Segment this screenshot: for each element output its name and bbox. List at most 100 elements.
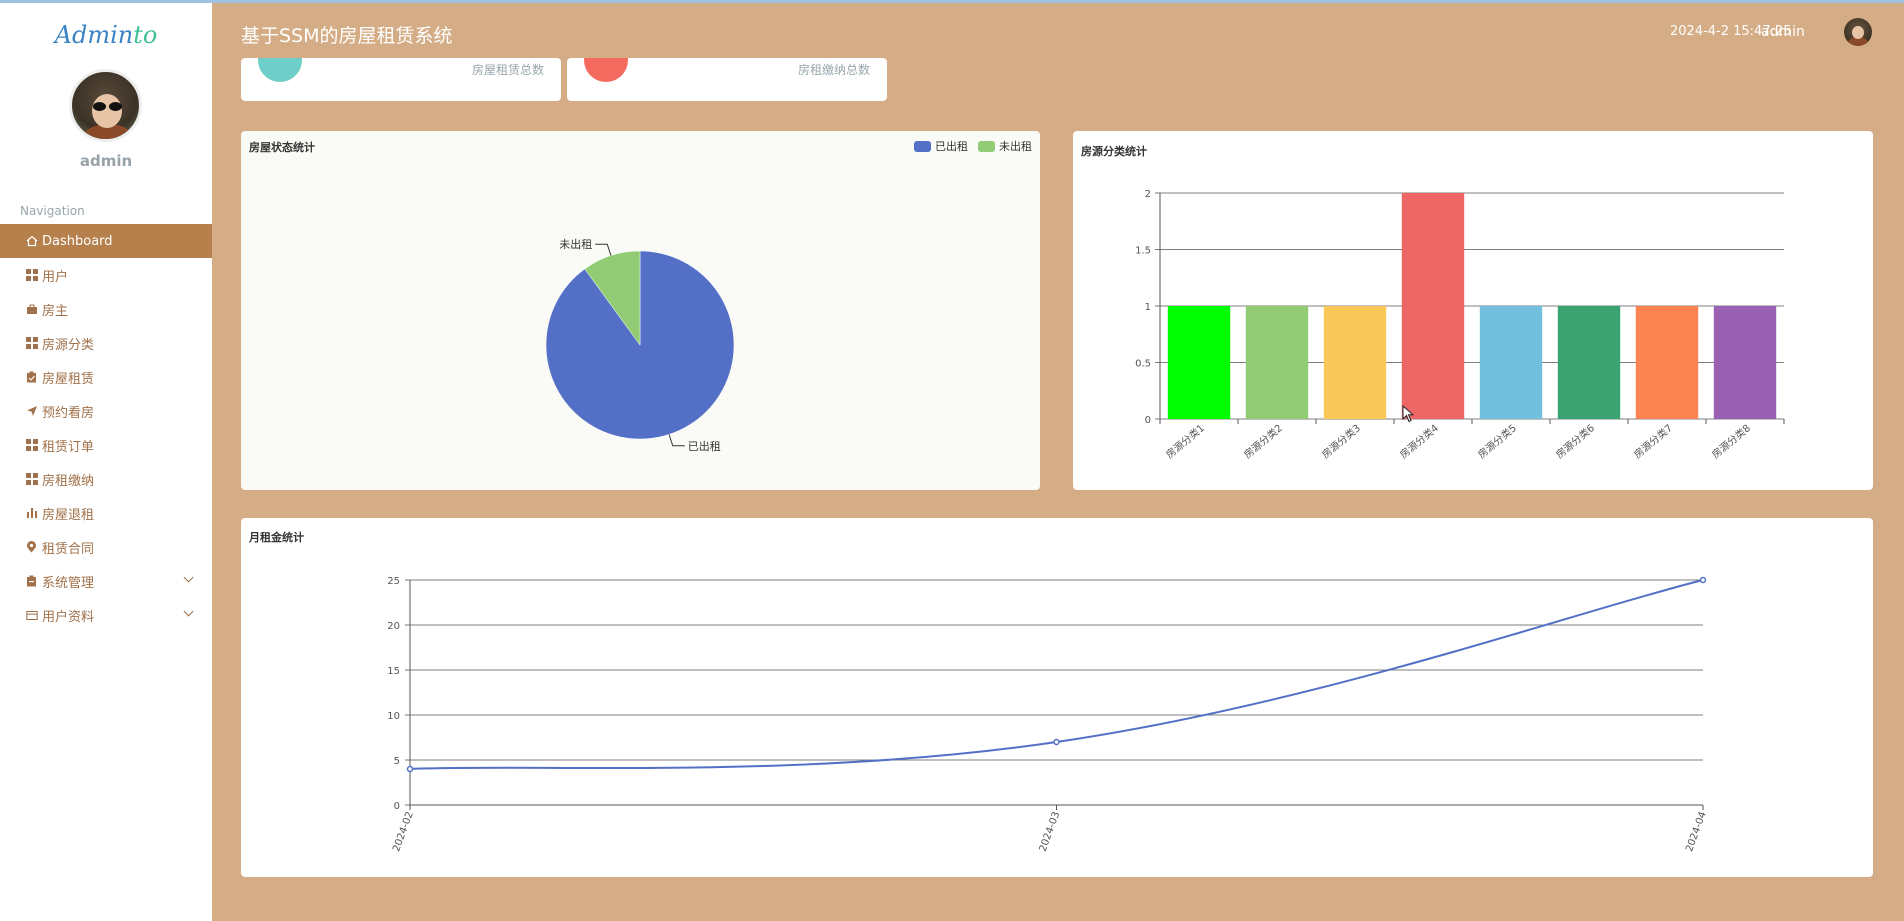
sidebar-item-users[interactable]: 用户 bbox=[0, 258, 212, 292]
home-icon bbox=[25, 235, 38, 248]
sidebar-item-lease-contract[interactable]: 租赁合同 bbox=[0, 530, 212, 564]
sidebar-username[interactable]: admin bbox=[79, 152, 133, 170]
stat-icon-payment bbox=[584, 58, 628, 82]
bar bbox=[1713, 306, 1777, 419]
card-icon bbox=[25, 609, 38, 622]
sidebar-item-house-rental[interactable]: 房屋租赁 bbox=[0, 360, 212, 394]
sidebar-item-label: 系统管理 bbox=[42, 575, 95, 591]
x-tick-label: 房源分类1 bbox=[1163, 421, 1207, 461]
logo-text: Admin bbox=[54, 21, 134, 49]
grid-icon bbox=[25, 269, 38, 282]
x-tick-label: 房源分类6 bbox=[1553, 421, 1597, 461]
x-tick-label: 房源分类5 bbox=[1475, 421, 1519, 461]
sidebar-item-label: 房屋退租 bbox=[42, 507, 95, 523]
nav-section-title: Navigation bbox=[20, 204, 85, 218]
y-tick-label: 25 bbox=[387, 576, 400, 587]
chevron-down-icon[interactable] bbox=[183, 606, 194, 617]
stat-card-payment-total: 房租缴纳总数 bbox=[567, 58, 887, 101]
y-tick-label: 20 bbox=[387, 621, 400, 632]
grid-icon bbox=[25, 439, 38, 452]
sidebar-item-dashboard[interactable]: Dashboard bbox=[0, 224, 212, 258]
sidebar-item-system-management[interactable]: 系统管理 bbox=[0, 564, 212, 598]
pie-chart-card: 房屋状态统计 已出租 未出租 已出租 未出租 bbox=[241, 131, 1040, 490]
sidebar-item-move-out[interactable]: 房屋退租 bbox=[0, 496, 212, 530]
pie-label: 未出租 bbox=[559, 237, 592, 251]
pie-label-line bbox=[668, 434, 685, 447]
chart-title: 月租金统计 bbox=[249, 531, 304, 544]
sidebar-item-label: Dashboard bbox=[42, 233, 113, 249]
sidebar-item-property-category[interactable]: 房源分类 bbox=[0, 326, 212, 360]
send-icon bbox=[25, 405, 38, 418]
y-tick-label: 0.5 bbox=[1135, 359, 1151, 370]
briefcase-icon bbox=[25, 303, 38, 316]
x-tick-label: 房源分类3 bbox=[1319, 421, 1363, 461]
x-tick-label: 2024-04 bbox=[1684, 810, 1709, 853]
sidebar-item-label: 房屋租赁 bbox=[42, 371, 95, 387]
y-tick-label: 0 bbox=[1145, 415, 1151, 426]
page-title: 基于SSM的房屋租赁系统 bbox=[241, 25, 453, 47]
sidebar-item-landlord[interactable]: 房主 bbox=[0, 292, 212, 326]
x-tick-label: 2024-03 bbox=[1038, 810, 1063, 853]
y-tick-label: 10 bbox=[387, 711, 400, 722]
data-point bbox=[1699, 576, 1707, 584]
pie-chart: 已出租 未出租 bbox=[545, 237, 735, 453]
legend-item[interactable]: 未出租 bbox=[978, 138, 1032, 154]
y-tick-label: 0 bbox=[394, 801, 400, 812]
chart-title: 房屋状态统计 bbox=[249, 141, 315, 154]
y-tick-label: 2 bbox=[1145, 189, 1151, 200]
header-datetime: 2024-4-2 15:47:25 bbox=[1670, 24, 1792, 39]
data-point bbox=[1053, 738, 1060, 746]
pie-label: 已出租 bbox=[688, 439, 721, 453]
map-pin-icon bbox=[25, 541, 38, 554]
chart-title: 房源分类统计 bbox=[1081, 145, 1147, 158]
sidebar-item-viewing-appointment[interactable]: 预约看房 bbox=[0, 394, 212, 428]
app-logo[interactable]: Adminto bbox=[0, 21, 212, 49]
sidebar-item-rent-payment[interactable]: 房租缴纳 bbox=[0, 462, 212, 496]
logo-text-accent: to bbox=[133, 21, 158, 49]
chevron-down-icon[interactable] bbox=[183, 572, 194, 583]
bar bbox=[1167, 306, 1231, 419]
sidebar-item-label: 房主 bbox=[42, 303, 69, 319]
sidebar-item-label: 用户 bbox=[42, 269, 69, 285]
stat-icon-rental bbox=[258, 58, 302, 82]
legend-swatch bbox=[914, 140, 931, 152]
y-tick-label: 15 bbox=[387, 666, 400, 677]
x-tick-label: 2024-02 bbox=[391, 810, 416, 853]
mouse-cursor-icon bbox=[1402, 405, 1414, 423]
sidebar-item-label: 房租缴纳 bbox=[42, 473, 95, 489]
bar bbox=[1479, 306, 1543, 419]
x-tick-label: 房源分类4 bbox=[1397, 421, 1441, 461]
sidebar-item-label: 房源分类 bbox=[42, 337, 95, 353]
header-username[interactable]: admin bbox=[1761, 24, 1805, 40]
avatar[interactable] bbox=[69, 69, 142, 142]
bar bbox=[1245, 306, 1309, 419]
clipboard-icon bbox=[25, 575, 38, 588]
bar bbox=[1323, 306, 1387, 419]
sidebar-item-user-profile[interactable]: 用户资料 bbox=[0, 598, 212, 632]
stat-card-rental-total: 房屋租赁总数 bbox=[241, 58, 561, 101]
data-point bbox=[406, 765, 414, 773]
stat-label: 房租缴纳总数 bbox=[797, 63, 870, 77]
header-avatar[interactable] bbox=[1844, 18, 1872, 46]
line-chart: 0 5 10 15 20 25 2024-02 2024-03 2024-04 bbox=[387, 576, 1709, 853]
bar-chart: 0 0.5 1 1.5 2 房源分类1 房源分类2 房源分类3 房源分类4 房源分类5 房源分类6 房… bbox=[1135, 189, 1785, 461]
sidebar-item-label: 用户资料 bbox=[42, 609, 95, 625]
sidebar-item-label: 预约看房 bbox=[42, 405, 95, 421]
sidebar-item-rental-orders[interactable]: 租赁订单 bbox=[0, 428, 212, 462]
sidebar-item-label: 租赁订单 bbox=[42, 439, 95, 455]
clipboard-icon bbox=[25, 371, 38, 384]
legend-item[interactable]: 已出租 bbox=[914, 138, 968, 154]
bar bbox=[1401, 193, 1465, 419]
top-border bbox=[0, 0, 1904, 3]
legend-label: 已出租 bbox=[935, 140, 968, 153]
sidebar-item-label: 租赁合同 bbox=[42, 541, 95, 557]
stat-label: 房屋租赁总数 bbox=[471, 63, 544, 77]
grid-icon bbox=[25, 337, 38, 350]
y-tick-label: 5 bbox=[394, 756, 400, 767]
legend-label: 未出租 bbox=[999, 140, 1032, 153]
x-tick-label: 房源分类8 bbox=[1709, 421, 1753, 461]
x-tick-label: 房源分类2 bbox=[1241, 421, 1285, 461]
line-chart-card: 月租金统计 0 5 10 15 20 25 2024-02 2024-03 2024-04 bbox=[241, 518, 1873, 877]
y-tick-label: 1 bbox=[1145, 302, 1151, 313]
bar-chart-icon bbox=[25, 507, 38, 520]
